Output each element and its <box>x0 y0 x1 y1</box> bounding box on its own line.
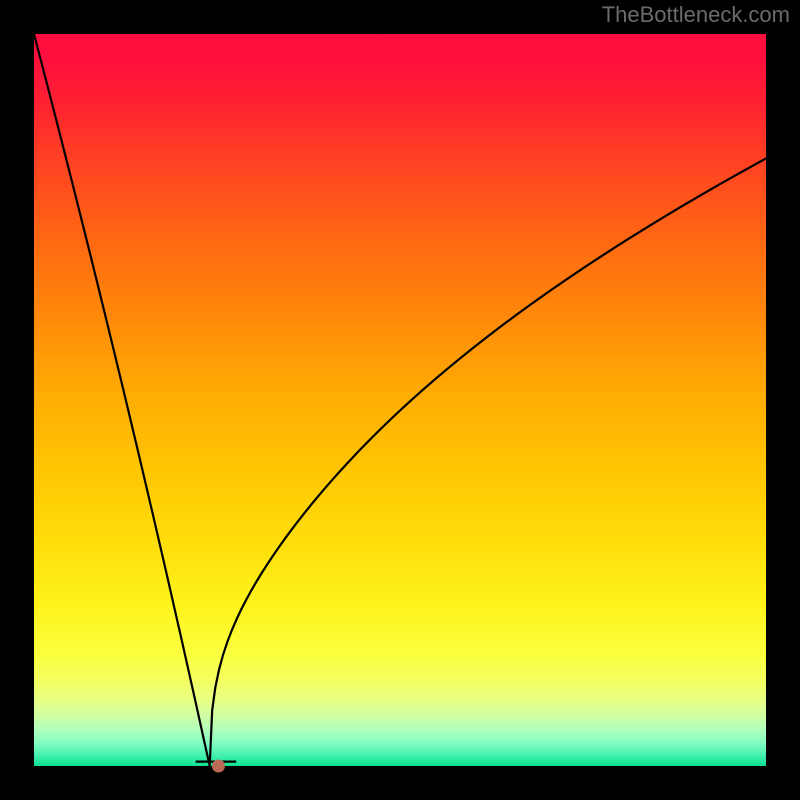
bottleneck-chart: TheBottleneck.com <box>0 0 800 800</box>
watermark-text: TheBottleneck.com <box>602 2 790 27</box>
optimal-point-marker <box>212 760 225 773</box>
plot-area <box>34 34 766 766</box>
